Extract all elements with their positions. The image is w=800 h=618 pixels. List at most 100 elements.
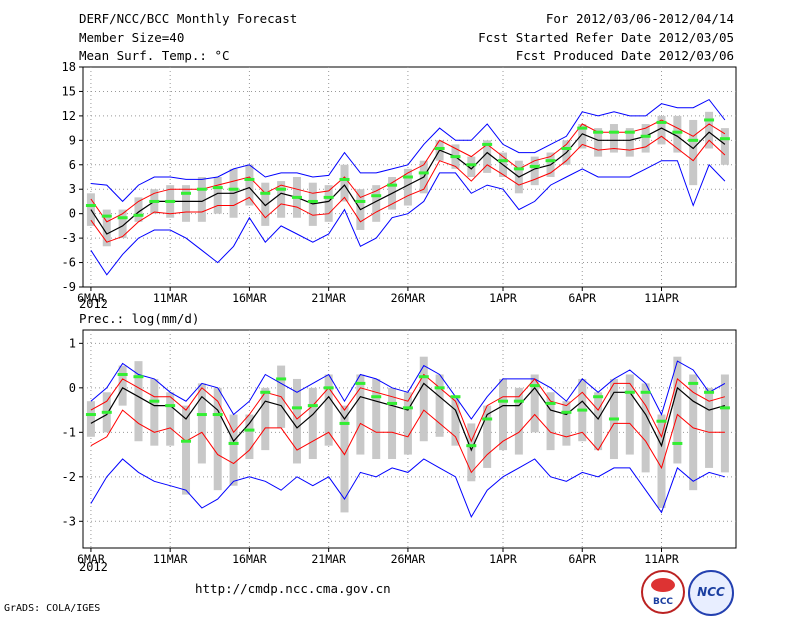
prec-ytick-label: 1 [69,336,76,350]
prec-spread-bar [657,414,666,508]
prec-observed-marker [387,401,398,405]
temp-observed-marker [434,146,445,150]
prec-observed-marker [624,390,635,394]
temp-spread-bar [134,197,143,222]
temp-observed-marker [450,155,461,159]
prec-observed-marker [561,410,572,414]
prec-observed-marker [323,386,334,390]
prec-spread-bar [689,374,698,491]
prec-spread-bar [705,387,714,468]
prec-spread-bar [403,392,412,455]
prec-spread-bar [182,405,191,495]
temp-spread-bar [102,209,111,247]
prec-observed-marker [545,401,556,405]
temp-observed-marker [228,187,239,191]
prec-upper-line [90,373,726,443]
temp-min-line [90,160,726,276]
produced-date: Fcst Produced Date 2012/03/06 [515,48,734,63]
prec-observed-marker [402,406,413,410]
prec-spread-bar [197,383,206,464]
prec-lower-line [90,409,725,474]
source-url[interactable]: http://cmdp.ncc.cma.gov.cn [195,581,391,596]
prec-spread-bar [324,374,333,446]
temp-observed-marker [656,120,667,124]
prec-spread-bar [118,365,127,406]
prec-spread-bar [229,414,238,486]
year-label-top: 2012 [79,297,108,311]
temp-spread-bar [324,185,333,222]
prec-spread-bar [150,378,159,446]
temp-xtick-label: 1APR [489,291,517,305]
prec-spread-bar [673,356,682,464]
prec-observed-marker [418,375,429,379]
temp-observed-marker [244,177,255,181]
temp-observed-marker [117,216,128,220]
temp-observed-marker [291,195,302,199]
prec-spread-bar [435,374,444,437]
prec-ytick-label: -2 [62,470,76,484]
temp-observed-marker [466,163,477,167]
temp-ytick-label: 12 [62,109,76,123]
prec-observed-marker [672,441,683,445]
prec-observed-marker [688,381,699,385]
temp-spread-bar [403,168,412,206]
temp-ytick-label: 9 [69,133,76,147]
prec-spread-bar [514,387,523,455]
temp-spread-bar [641,124,650,153]
prec-spread-bar [594,392,603,451]
temp-observed-marker [672,130,683,134]
temp-observed-marker [387,183,398,187]
prec-observed-marker [513,399,524,403]
prec-spread-bar [483,405,492,468]
prec-ytick-label: -3 [62,514,76,528]
temp-observed-marker [513,167,524,171]
prec-mean-line [90,382,726,452]
temp-spread-bar [625,128,634,157]
temp-xtick-label: 6MAR [77,291,105,305]
bcc-logo-text: BCC [652,597,674,607]
temp-ytick-label: 0 [69,207,76,221]
prec-spread-bar [340,405,349,513]
prec-observed-marker [165,404,176,408]
temp-observed-marker [276,187,287,191]
temp-observed-marker [593,130,604,134]
temp-observed-marker [149,199,160,203]
prec-observed-marker [482,417,493,421]
year-label-bottom: 2012 [79,560,108,574]
temp-xtick-label: 11MAR [153,291,188,305]
prec-observed-marker [276,377,287,381]
prec-observed-marker [719,406,730,410]
prec-spread-bar [641,383,650,473]
prec-spread-bar [546,392,555,451]
temp-observed-marker [498,159,509,163]
refer-date: Fcst Started Refer Date 2012/03/05 [478,30,734,45]
variable-label: Mean Surf. Temp.: °C [79,48,230,63]
prec-observed-marker [529,384,540,388]
temp-spread-bar [182,185,191,222]
temp-max-line [90,98,726,203]
temp-observed-marker [181,191,192,195]
prec-xtick-label: 11MAR [153,552,188,566]
prec-spread-bar [419,356,428,442]
prec-xtick-label: 11APR [644,552,679,566]
temp-xtick-label: 21MAR [311,291,346,305]
temp-ytick-label: -3 [62,231,76,245]
prec-spread-bar [720,374,729,473]
temp-xtick-label: 26MAR [391,291,426,305]
prec-observed-marker [260,390,271,394]
prec-observed-marker [434,386,445,390]
temp-spread-bar [657,115,666,145]
temp-ytick-label: -6 [62,256,76,270]
prec-observed-marker [196,413,207,417]
prec-observed-marker [228,441,239,445]
temp-observed-marker [371,194,382,198]
temp-observed-marker [688,138,699,142]
temp-spread-bar [673,115,682,153]
prec-ytick-label: -1 [62,425,76,439]
precip-title: Prec.: log(mm/d) [79,311,200,326]
temp-observed-marker [608,130,619,134]
temp-observed-marker [260,191,271,195]
temp-upper-line [90,119,726,223]
temp-spread-bar [705,111,714,149]
prec-spread-bar [530,374,539,433]
